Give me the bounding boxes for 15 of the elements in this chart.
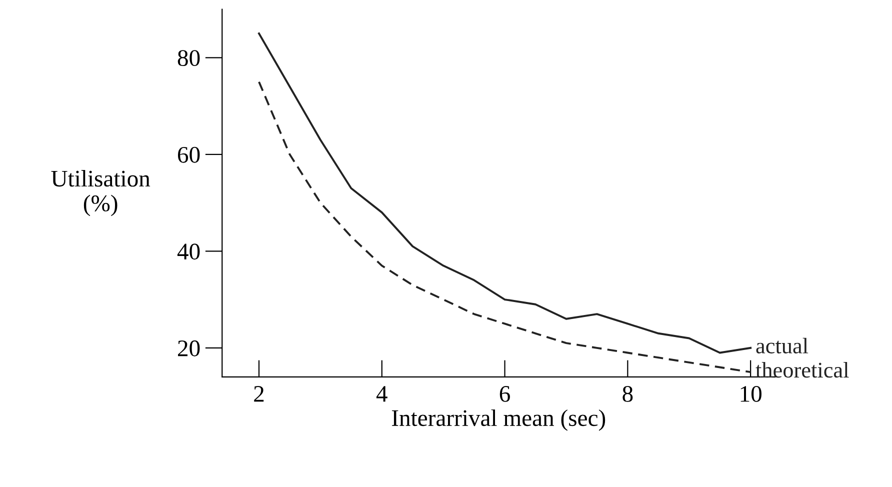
x-axis-title: Interarrival mean (sec) — [392, 409, 606, 431]
y-tick-label: 40 — [177, 244, 200, 260]
line-series — [258, 32, 752, 354]
x-tick-label: 2 — [254, 386, 264, 402]
y-tick-label: 80 — [178, 50, 200, 66]
y-tick-label: 60 — [178, 146, 200, 163]
x-tick-label: 10 — [740, 386, 762, 402]
series-label: actual — [756, 338, 808, 354]
y-tick-label: 20 — [178, 340, 200, 356]
x-tick-label: 6 — [500, 386, 510, 402]
x-tick-label: 4 — [376, 386, 388, 402]
line-series — [258, 80, 752, 374]
x-tick-label: 8 — [622, 386, 633, 402]
y-axis-title: Utilisation (%) — [51, 170, 150, 216]
series-label: theoretical — [756, 362, 849, 378]
